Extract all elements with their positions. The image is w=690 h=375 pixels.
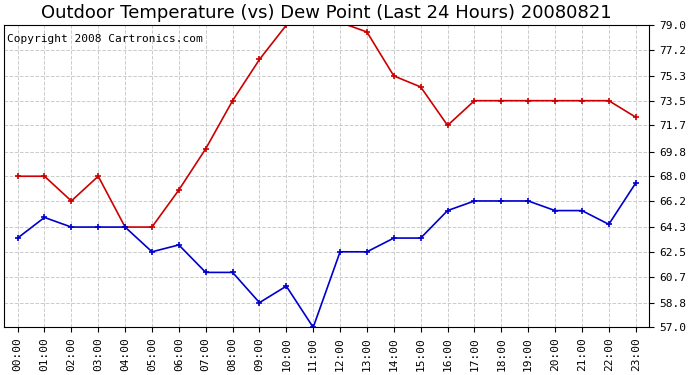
- Title: Outdoor Temperature (vs) Dew Point (Last 24 Hours) 20080821: Outdoor Temperature (vs) Dew Point (Last…: [41, 4, 612, 22]
- Text: Copyright 2008 Cartronics.com: Copyright 2008 Cartronics.com: [8, 34, 203, 44]
